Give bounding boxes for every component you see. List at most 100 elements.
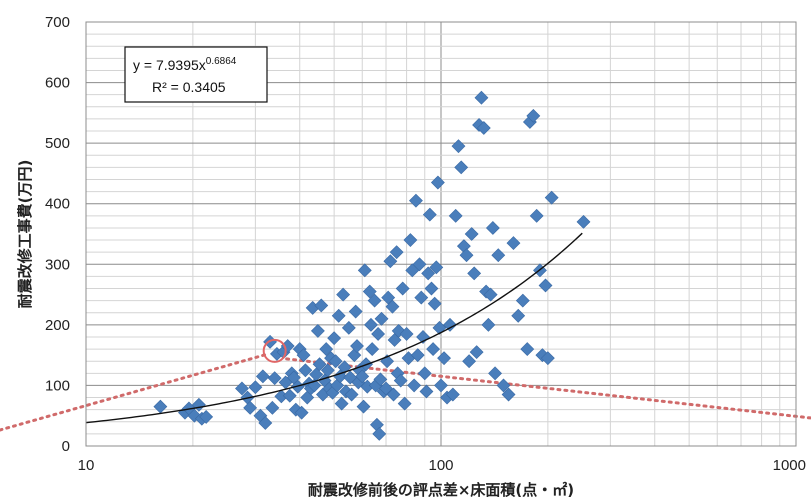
data-point xyxy=(488,366,502,381)
data-point xyxy=(235,381,249,396)
x-tick-label: 10 xyxy=(78,457,95,474)
data-point xyxy=(282,388,297,403)
data-point xyxy=(199,410,214,424)
data-point xyxy=(403,233,418,247)
data-point xyxy=(331,308,346,323)
data-point xyxy=(515,293,530,308)
data-point xyxy=(393,373,408,388)
highlight-marker xyxy=(262,338,287,363)
data-point xyxy=(328,354,343,369)
y-tick-label: 500 xyxy=(45,135,70,152)
data-point xyxy=(327,331,342,346)
y-tick-labels: 0 100 200 300 400 500 600 700 xyxy=(45,14,70,455)
x-tick-label: 1000 xyxy=(773,457,806,474)
data-point xyxy=(529,208,544,223)
data-point xyxy=(540,351,555,366)
data-point xyxy=(383,254,398,269)
data-point xyxy=(267,371,282,386)
data-point xyxy=(365,342,380,357)
plot-border xyxy=(85,21,797,447)
data-point xyxy=(389,245,404,260)
data-point xyxy=(395,281,410,296)
data-point xyxy=(421,266,436,281)
data-point xyxy=(372,426,387,441)
data-point xyxy=(501,387,516,402)
guide-lines xyxy=(0,353,811,432)
data-point xyxy=(356,399,371,414)
data-point xyxy=(407,378,422,393)
data-point xyxy=(310,323,325,338)
data-point xyxy=(367,293,382,308)
data-point xyxy=(426,342,441,357)
data-point xyxy=(469,345,484,360)
data-point xyxy=(399,327,414,341)
highlight-circle xyxy=(262,338,287,363)
data-point xyxy=(312,357,327,372)
data-point xyxy=(265,400,280,415)
x-axis-title: 耐震改修前後の評点差×床面積(点・㎡) xyxy=(308,481,574,499)
data-point xyxy=(298,363,313,378)
data-point xyxy=(538,278,553,293)
data-point xyxy=(348,304,363,319)
data-point xyxy=(476,121,491,135)
data-point xyxy=(336,287,351,302)
data-point xyxy=(491,248,506,263)
data-point xyxy=(334,396,349,411)
data-point xyxy=(462,354,477,369)
data-point xyxy=(437,351,451,366)
trendline-path xyxy=(85,232,583,424)
data-point xyxy=(319,342,334,357)
x-tick-label: 100 xyxy=(428,457,453,474)
data-point xyxy=(379,381,393,396)
data-point xyxy=(459,248,474,263)
data-point xyxy=(350,339,364,353)
data-point xyxy=(422,207,437,222)
data-point xyxy=(419,384,434,399)
data-point xyxy=(373,372,388,387)
data-point xyxy=(417,366,432,381)
data-point xyxy=(520,342,535,357)
data-point xyxy=(314,298,329,313)
data-point xyxy=(448,208,463,223)
data-point xyxy=(357,263,372,278)
data-point xyxy=(258,416,273,430)
y-axis-title: 耐震改修工事費(万円) xyxy=(16,160,34,309)
data-point xyxy=(483,287,498,302)
data-points xyxy=(153,90,591,441)
data-point xyxy=(362,284,377,299)
data-point xyxy=(371,327,386,341)
data-point xyxy=(344,387,359,402)
data-point xyxy=(385,299,400,314)
data-point xyxy=(364,317,378,332)
equation-line-1: y = 7.9395x0.6864 xyxy=(133,56,237,73)
data-point xyxy=(412,257,427,272)
data-point xyxy=(414,290,429,305)
data-point xyxy=(410,348,425,363)
data-point xyxy=(544,190,559,205)
data-point xyxy=(526,108,541,123)
data-point xyxy=(451,139,466,154)
guide-line-right xyxy=(285,357,811,420)
data-point xyxy=(485,221,500,235)
equation-line-2: R² = 0.3405 xyxy=(152,79,226,95)
data-point xyxy=(243,400,258,415)
data-point xyxy=(454,160,469,175)
data-point xyxy=(511,308,526,323)
y-tick-label: 600 xyxy=(45,75,70,92)
y-tick-label: 700 xyxy=(45,14,70,31)
data-point xyxy=(467,266,482,281)
data-point xyxy=(430,175,445,190)
data-point xyxy=(424,281,439,296)
data-point xyxy=(506,236,521,251)
y-tick-label: 300 xyxy=(45,256,70,273)
data-point xyxy=(464,227,479,241)
data-point xyxy=(294,405,309,420)
data-point xyxy=(474,90,489,105)
data-point xyxy=(341,320,356,335)
data-point xyxy=(576,214,591,229)
y-tick-label: 400 xyxy=(45,196,70,213)
data-point xyxy=(386,387,401,402)
data-point xyxy=(443,317,457,332)
data-point xyxy=(445,387,460,402)
